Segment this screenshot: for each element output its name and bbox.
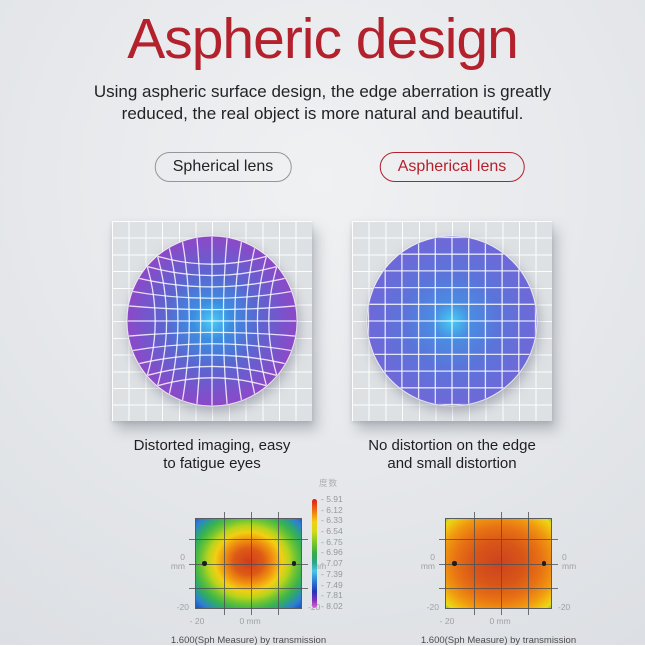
aspherical-lens-panel bbox=[352, 221, 552, 421]
axis-label-bottom-20: - 20 bbox=[189, 616, 205, 626]
subtitle-line-2: reduced, the real object is more natural… bbox=[121, 103, 524, 123]
axis-zero: 0 bbox=[562, 551, 567, 562]
heatmap-surface bbox=[439, 512, 558, 615]
legend-tick: - 7.81 bbox=[321, 590, 343, 601]
aspherical-lens-caption: No distortion on the edge and small dist… bbox=[352, 437, 552, 474]
axis-unit: mm bbox=[420, 561, 435, 572]
axis-label-corner-left: -20 bbox=[176, 602, 189, 613]
axis-label-left: 0 mm bbox=[420, 551, 435, 573]
legend-tick: - 7.07 bbox=[321, 558, 343, 569]
legend-tick: - 6.33 bbox=[321, 515, 343, 526]
power-map-aspherical: 0 mm 0 mm -20 -20 - 20 0 mm 1.600(Sph Me… bbox=[421, 512, 576, 646]
measure-point-right bbox=[291, 561, 296, 566]
caption-line: to fatigue eyes bbox=[163, 455, 261, 473]
axis-unit: mm bbox=[170, 561, 185, 572]
legend-ticks: - 5.91 - 6.12 - 6.33 - 6.54 - 6.75 - 6.9… bbox=[321, 494, 343, 611]
subtitle-line-1: Using aspheric surface design, the edge … bbox=[93, 82, 552, 101]
power-map-spherical: 0 mm 0 mm -20 -20 - 20 0 mm 1.600(Sph Me… bbox=[171, 512, 326, 646]
legend-tick: - 7.39 bbox=[321, 568, 343, 579]
measure-point-right bbox=[541, 561, 546, 566]
spherical-lens-caption: Distorted imaging, easy to fatigue eyes bbox=[112, 437, 312, 474]
caption-line: No distortion on the edge bbox=[368, 437, 536, 454]
heatmap-gridlines bbox=[439, 512, 558, 615]
aspherical-lens-badge: Aspherical lens bbox=[379, 152, 525, 182]
spherical-lens-panel bbox=[112, 221, 312, 421]
color-scale-legend: 度数 - 5.91 - 6.12 - 6.33 - 6.54 - 6.75 - … bbox=[312, 477, 343, 611]
legend-tick: - 7.49 bbox=[321, 579, 343, 590]
legend-tick: - 6.96 bbox=[321, 547, 343, 558]
legend-tick: - 6.54 bbox=[321, 526, 343, 537]
measure-point-left bbox=[452, 561, 457, 566]
caption-line: Distorted imaging, easy bbox=[133, 437, 291, 454]
heatmap-gridlines bbox=[189, 512, 308, 615]
chart-caption: 1.600(Sph Measure) by transmission bbox=[420, 635, 577, 646]
axis-label-left: 0 mm bbox=[170, 551, 185, 573]
axis-label-bottom-0mm: 0 mm bbox=[489, 616, 511, 626]
spherical-lens-badge: Spherical lens bbox=[154, 152, 292, 182]
measure-point-left bbox=[202, 561, 207, 566]
axis-label-bottom-20: - 20 bbox=[439, 616, 455, 626]
axis-unit: mm bbox=[562, 561, 577, 572]
axis-label-bottom-0mm: 0 mm bbox=[239, 616, 261, 626]
legend-tick: - 6.12 bbox=[321, 504, 343, 515]
axis-unit: mm bbox=[312, 561, 327, 572]
legend-tick: - 6.75 bbox=[321, 536, 343, 547]
aspherical-lens-figure bbox=[366, 235, 538, 407]
spherical-lens-figure bbox=[126, 235, 298, 407]
axis-zero: 0 bbox=[180, 551, 185, 562]
subtitle: Using aspheric surface design, the edge … bbox=[0, 81, 645, 125]
axis-zero: 0 bbox=[430, 551, 435, 562]
page-title: Aspheric design bbox=[127, 7, 519, 71]
legend-tick: - 5.91 bbox=[321, 494, 343, 504]
legend-tick: - 8.02 bbox=[321, 600, 343, 611]
axis-label-corner-right: -20 bbox=[558, 602, 571, 613]
caption-line: and small distortion bbox=[387, 455, 517, 473]
heatmap-surface bbox=[189, 512, 308, 615]
colorbar-gradient bbox=[312, 499, 317, 608]
axis-label-corner-left: -20 bbox=[426, 602, 439, 613]
chart-caption: 1.600(Sph Measure) by transmission bbox=[170, 635, 327, 646]
legend-title: 度数 bbox=[319, 478, 339, 488]
axis-label-right: 0 mm bbox=[562, 551, 577, 573]
